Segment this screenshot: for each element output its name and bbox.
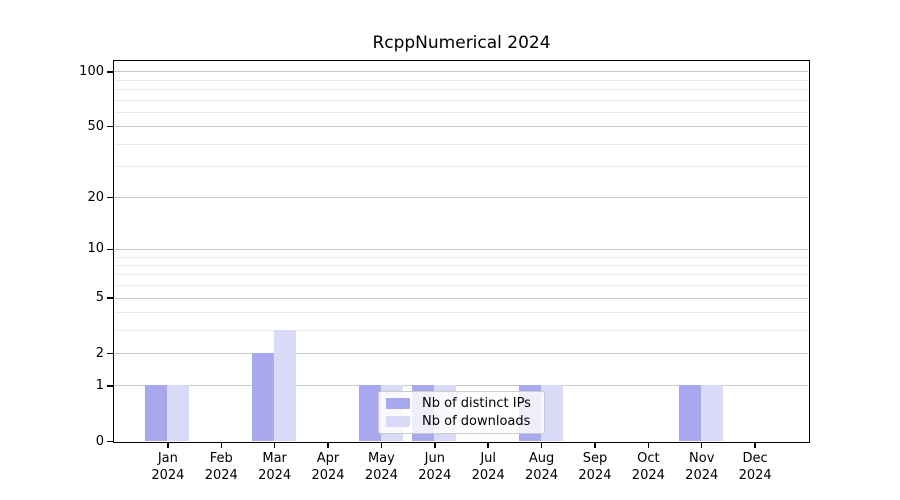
x-tick-jan [167,443,169,448]
minor-gridline-60 [114,111,808,113]
y-tick-100 [107,71,113,73]
x-tick-feb [220,443,223,448]
chart-title: RcppNumerical 2024 [372,33,551,53]
bar-downloads-jan [167,385,190,441]
y-tick-label-5: 5 [95,290,104,305]
bar-distinct-ips-may [358,385,381,441]
minor-gridline-30 [114,165,808,167]
x-tick-label-may: May 2024 [364,451,398,483]
minor-gridline-90 [114,79,808,81]
legend-swatch-distinct-ips [386,398,410,409]
x-tick-label-jul: Jul 2024 [471,451,505,483]
minor-gridline-7 [114,274,808,276]
y-tick-2 [107,352,113,355]
x-tick-oct [647,443,650,448]
y-tick-label-50: 50 [87,118,104,134]
legend-label-distinct-ips: Nb of distinct IPs [422,395,531,411]
y-tick-label-1: 1 [95,377,104,393]
legend-swatch-downloads [386,416,410,427]
y-tick-5 [107,297,113,299]
x-tick-sep [594,443,596,448]
x-tick-nov [700,443,703,448]
y-tick-10 [107,248,113,251]
x-tick-aug [540,443,543,448]
legend-label-downloads: Nb of downloads [422,413,531,429]
x-tick-label-aug: Aug 2024 [525,451,559,483]
legend-item-distinct-ips: Nb of distinct IPs [386,395,544,411]
x-tick-mar [273,443,276,448]
x-tick-label-nov: Nov 2024 [685,451,719,483]
y-tick-label-10: 10 [87,241,104,257]
x-tick-apr [327,443,329,448]
x-tick-label-dec: Dec 2024 [738,451,772,483]
minor-gridline-4 [114,312,808,314]
minor-gridline-6 [114,285,808,287]
x-tick-label-feb: Feb 2024 [204,451,238,483]
x-tick-jun [434,443,436,448]
y-tick-label-20: 20 [87,189,104,205]
major-gridline-50 [114,126,808,128]
bar-distinct-ips-nov [679,385,702,441]
major-gridline-2 [114,353,808,355]
y-tick-label-2: 2 [95,345,104,361]
minor-gridline-9 [114,256,808,258]
y-tick-20 [107,196,113,199]
bar-distinct-ips-jan [145,385,168,441]
bar-downloads-nov [701,385,724,441]
x-tick-label-sep: Sep 2024 [578,451,612,483]
bar-downloads-mar [274,329,297,441]
minor-gridline-3 [114,329,808,331]
y-tick-50 [107,125,113,128]
x-tick-label-jun: Jun 2024 [418,451,452,483]
x-tick-may [380,443,383,448]
x-tick-jul [487,443,489,448]
y-tick-1 [107,385,113,387]
bar-downloads-aug [541,385,564,441]
minor-gridline-40 [114,143,808,145]
y-tick-0 [107,440,113,443]
legend: Nb of distinct IPs Nb of downloads [378,391,545,434]
x-tick-label-apr: Apr 2024 [311,451,345,483]
x-tick-dec [754,443,756,448]
plot-area: Nb of distinct IPs Nb of downloads [113,60,810,443]
major-gridline-1 [114,385,808,387]
minor-gridline-8 [114,265,808,267]
bar-distinct-ips-mar [252,353,275,441]
legend-item-downloads: Nb of downloads [386,413,544,429]
minor-gridline-70 [114,99,808,101]
x-tick-label-mar: Mar 2024 [258,451,292,483]
y-tick-label-100: 100 [79,63,104,79]
minor-gridline-80 [114,89,808,91]
major-gridline-10 [114,248,808,250]
major-gridline-5 [114,297,808,299]
y-tick-label-0: 0 [95,433,104,449]
x-tick-label-jan: Jan 2024 [151,451,185,483]
major-gridline-20 [114,197,808,199]
x-tick-label-oct: Oct 2024 [631,451,665,483]
major-gridline-100 [114,71,808,73]
